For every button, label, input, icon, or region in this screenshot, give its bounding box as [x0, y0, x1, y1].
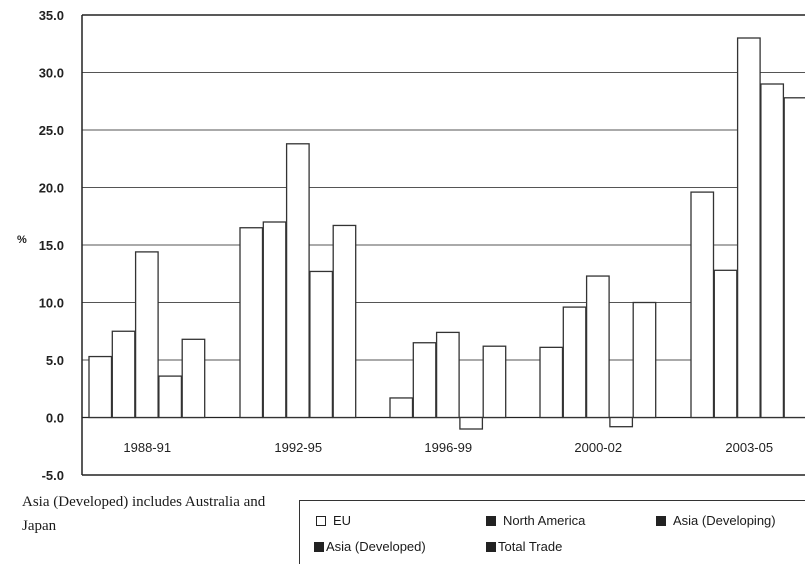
legend-item-asia-developing: Asia (Developing) — [656, 513, 776, 528]
bar-2000-02-series-0 — [539, 346, 564, 419]
bar-1996-99-series-0 — [389, 397, 414, 419]
legend-swatch-asia-developing — [656, 516, 666, 526]
x-category-label: 2003-05 — [725, 440, 773, 455]
bar-1988-91-series-3 — [158, 375, 183, 419]
legend-label-asia-developing: Asia (Developing) — [673, 513, 776, 528]
legend-swatch-eu — [316, 516, 326, 526]
bar-1996-99-series-4 — [482, 345, 507, 419]
x-category-label: 2000-02 — [574, 440, 622, 455]
y-tick-label: -5.0 — [42, 468, 64, 483]
bar-1992-95-series-3 — [309, 270, 334, 419]
y-tick-label: 35.0 — [39, 8, 64, 23]
legend-item-total-trade: Total Trade — [486, 539, 562, 554]
bar-2000-02-series-3 — [609, 416, 634, 428]
bar-1988-91-series-4 — [181, 338, 206, 419]
bar-1996-99-series-3 — [459, 416, 484, 430]
bar-2003-05-series-4 — [783, 97, 805, 419]
y-tick-labels: 35.0 30.0 25.0 20.0 15.0 10.0 5.0 0.0 -5.0 — [39, 8, 64, 483]
y-tick-label: 20.0 — [39, 181, 64, 196]
y-tick-label: 5.0 — [46, 353, 64, 368]
bar-1996-99-series-1 — [412, 342, 437, 419]
legend-swatch-asia-developed — [314, 542, 324, 552]
bar-1992-95-series-0 — [239, 227, 264, 419]
bar-2003-05-series-1 — [713, 269, 738, 419]
y-tick-label: 30.0 — [39, 66, 64, 81]
y-tick-label: 15.0 — [39, 238, 64, 253]
bar-2000-02-series-2 — [585, 275, 610, 419]
y-tick-label: 10.0 — [39, 296, 64, 311]
legend-swatch-north-america — [486, 516, 496, 526]
bar-2003-05-series-3 — [760, 83, 785, 419]
bar-2000-02-series-1 — [562, 306, 587, 419]
x-category-label: 1996-99 — [424, 440, 472, 455]
footnote: Asia (Developed) includes Australia and … — [22, 494, 266, 534]
legend: EU North America Asia (Developing) Asia … — [299, 500, 805, 564]
legend-label-north-america: North America — [503, 513, 586, 528]
bar-1988-91-series-1 — [111, 330, 136, 419]
bar-1992-95-series-1 — [262, 221, 287, 419]
legend-swatch-total-trade — [486, 542, 496, 552]
legend-item-eu: EU — [316, 513, 351, 528]
bar-1996-99-series-2 — [435, 331, 460, 419]
x-category-label: 1992-95 — [274, 440, 322, 455]
bars — [88, 37, 805, 430]
bar-2003-05-series-2 — [736, 37, 761, 419]
bar-1992-95-series-4 — [332, 224, 357, 419]
bar-2000-02-series-4 — [632, 301, 657, 419]
category-labels: 1988-91 1992-95 1996-99 2000-02 2003-05 — [123, 440, 773, 455]
bar-1992-95-series-2 — [285, 143, 310, 419]
legend-item-asia-developed: Asia (Developed) — [314, 539, 426, 554]
y-tick-label: 25.0 — [39, 123, 64, 138]
bar-2003-05-series-0 — [690, 191, 715, 419]
legend-label-eu: EU — [333, 513, 352, 528]
bar-1988-91-series-2 — [134, 251, 159, 419]
legend-item-north-america: North America — [486, 513, 585, 528]
legend-label-asia-developed: Asia (Developed) — [326, 539, 426, 554]
legend-label-total-trade: Total Trade — [498, 539, 563, 554]
x-category-label: 1988-91 — [123, 440, 171, 455]
y-tick-label: 0.0 — [46, 411, 64, 426]
y-axis-label: % — [17, 234, 27, 246]
bar-1988-91-series-0 — [88, 355, 113, 419]
